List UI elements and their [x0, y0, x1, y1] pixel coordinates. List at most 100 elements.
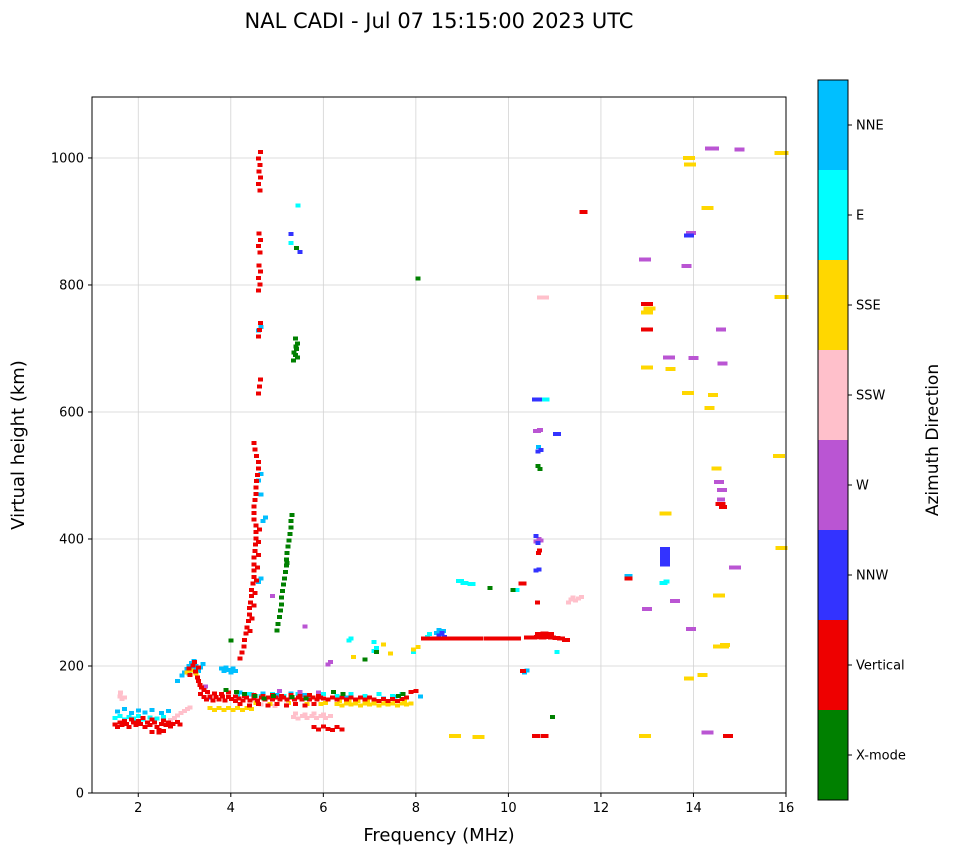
data-point — [258, 492, 264, 497]
data-point — [256, 540, 262, 545]
data-point — [251, 504, 257, 509]
data-point — [182, 709, 188, 714]
data-point — [439, 630, 445, 635]
data-point — [187, 672, 193, 677]
data-point — [257, 269, 263, 274]
data-point — [221, 669, 227, 674]
x-tick-label: 8 — [412, 801, 420, 816]
data-point — [251, 603, 257, 608]
data-point — [256, 244, 262, 249]
data-point — [269, 697, 275, 702]
data-point — [124, 721, 130, 726]
data-point — [252, 498, 258, 503]
data-point — [293, 702, 299, 707]
data-point — [353, 697, 359, 702]
colorbar-tick-label: SSE — [856, 299, 881, 314]
x-tick-label: 4 — [227, 801, 235, 816]
data-point — [253, 530, 259, 534]
data-point — [455, 578, 464, 583]
data-point — [320, 696, 326, 701]
data-point — [202, 684, 208, 689]
data-point — [256, 263, 262, 268]
series-SSE — [184, 150, 789, 740]
data-point — [663, 550, 671, 555]
data-point — [257, 150, 263, 155]
data-point — [154, 716, 160, 721]
data-point — [665, 366, 676, 371]
data-point — [230, 666, 236, 671]
data-point — [297, 249, 303, 254]
data-point — [408, 701, 414, 706]
data-point — [276, 688, 282, 693]
data-point — [219, 691, 225, 696]
data-point — [252, 693, 258, 698]
data-point — [114, 709, 120, 714]
data-point — [425, 636, 434, 641]
x-tick-label: 16 — [778, 801, 795, 816]
data-point — [252, 590, 258, 595]
data-point — [513, 636, 522, 641]
data-point — [701, 730, 714, 735]
data-point — [387, 651, 393, 656]
data-point — [235, 705, 241, 710]
colorbar-segment-W — [818, 440, 848, 530]
data-point — [290, 714, 296, 719]
data-point — [282, 570, 288, 575]
data-point — [774, 150, 789, 155]
data-point — [520, 669, 527, 674]
data-point — [249, 587, 255, 592]
data-point — [142, 724, 148, 729]
y-tick-label: 800 — [59, 278, 84, 293]
data-point — [256, 466, 262, 471]
data-point — [641, 327, 654, 332]
data-point — [549, 714, 555, 719]
data-point — [276, 615, 282, 620]
x-tick-label: 12 — [593, 801, 610, 816]
data-point — [256, 328, 262, 333]
data-point — [229, 697, 235, 702]
data-point — [686, 230, 697, 235]
data-point — [219, 666, 225, 671]
data-point — [184, 670, 190, 675]
data-point — [529, 635, 538, 640]
data-point — [246, 612, 252, 617]
data-point — [187, 705, 193, 710]
data-point — [659, 511, 672, 516]
data-point — [121, 695, 127, 700]
data-point — [572, 598, 578, 603]
data-point — [343, 697, 349, 702]
data-point — [161, 718, 167, 723]
data-point — [682, 155, 695, 160]
colorbar-segment-NNW — [818, 530, 848, 620]
data-point — [287, 531, 293, 536]
data-point — [261, 696, 267, 701]
data-point — [256, 391, 262, 396]
data-point — [510, 587, 516, 592]
data-point — [186, 666, 192, 671]
data-point — [330, 695, 336, 700]
data-point — [711, 466, 722, 471]
data-point — [249, 594, 255, 599]
data-point — [223, 688, 229, 693]
data-point — [165, 709, 171, 714]
colorbar-tick-label: SSW — [856, 389, 886, 404]
data-point — [251, 696, 257, 701]
data-point — [401, 699, 407, 704]
data-point — [175, 679, 181, 684]
data-point — [257, 175, 263, 180]
data-point — [289, 512, 295, 517]
data-point — [681, 390, 694, 395]
data-point — [131, 720, 137, 725]
data-point — [306, 693, 312, 698]
data-point — [175, 713, 181, 718]
data-point — [723, 733, 734, 738]
data-point — [316, 693, 322, 698]
data-point — [449, 733, 462, 738]
data-point — [712, 593, 725, 598]
data-point — [367, 702, 373, 707]
data-point — [704, 406, 715, 411]
data-point — [251, 510, 257, 515]
data-point — [274, 693, 280, 698]
data-point — [251, 568, 257, 573]
data-point — [246, 691, 252, 696]
